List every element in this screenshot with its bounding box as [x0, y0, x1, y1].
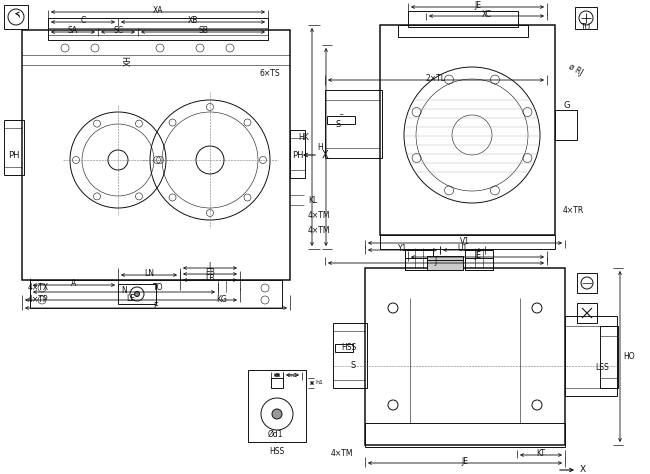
Bar	[4, 120, 24, 175]
Text: SC: SC	[113, 26, 123, 35]
Text: HSS: HSS	[269, 447, 285, 456]
Text: ─: ─	[339, 112, 343, 118]
Bar	[575, 7, 597, 29]
Text: PH: PH	[8, 151, 20, 159]
Text: 4×TM: 4×TM	[308, 210, 330, 219]
Bar	[380, 25, 555, 235]
Bar	[577, 273, 597, 293]
Text: 4×TR: 4×TR	[563, 206, 584, 215]
Text: m1: m1	[287, 373, 298, 378]
Text: XA: XA	[153, 6, 163, 15]
Text: HSS: HSS	[341, 344, 357, 353]
Text: U1: U1	[458, 244, 467, 253]
Text: XC: XC	[482, 10, 491, 19]
Text: SB: SB	[198, 26, 208, 35]
Text: ø RJ: ø RJ	[567, 63, 584, 78]
Bar	[118, 284, 156, 304]
Bar	[600, 326, 618, 388]
Text: KL: KL	[308, 195, 317, 204]
Bar	[555, 110, 577, 140]
Text: SA: SA	[68, 26, 78, 35]
Text: EB: EB	[205, 268, 215, 277]
Bar	[398, 25, 528, 37]
Text: XB: XB	[188, 16, 198, 25]
Text: 2×TL: 2×TL	[426, 74, 446, 83]
Bar	[327, 116, 355, 124]
Bar	[465, 250, 493, 270]
Bar	[290, 130, 305, 178]
Bar	[248, 370, 306, 442]
Bar	[365, 268, 565, 445]
Text: 4×TM: 4×TM	[330, 448, 353, 457]
Bar	[30, 280, 282, 308]
Text: JE: JE	[474, 1, 481, 10]
Text: JE: JE	[474, 251, 481, 260]
Bar	[408, 11, 518, 27]
Bar	[427, 256, 463, 270]
Text: HO: HO	[623, 352, 634, 361]
Bar	[271, 378, 283, 388]
Bar	[325, 90, 382, 158]
Text: TU: TU	[581, 22, 591, 31]
Text: PH: PH	[292, 151, 304, 159]
Circle shape	[272, 409, 282, 419]
Bar	[335, 344, 353, 352]
Text: 4×TM: 4×TM	[308, 226, 330, 235]
Bar	[380, 235, 555, 249]
Text: LN: LN	[144, 269, 154, 278]
Bar	[48, 18, 268, 40]
Text: TO: TO	[153, 283, 164, 292]
Bar	[465, 258, 493, 270]
Text: Ød1: Ød1	[267, 429, 283, 438]
Bar	[333, 323, 367, 388]
Text: H: H	[317, 143, 323, 152]
Text: N: N	[121, 286, 127, 295]
Text: E: E	[153, 302, 159, 311]
Text: KG: KG	[216, 295, 228, 304]
Text: J: J	[435, 257, 437, 266]
Text: S: S	[350, 362, 356, 371]
Text: V1: V1	[460, 237, 470, 246]
Bar	[22, 30, 290, 280]
Text: C: C	[81, 16, 86, 25]
Text: L: L	[208, 262, 212, 271]
Bar	[577, 303, 597, 323]
Bar	[365, 423, 565, 447]
Text: X: X	[580, 465, 586, 474]
Circle shape	[135, 292, 140, 297]
Bar	[405, 250, 433, 270]
Text: 4×TX: 4×TX	[28, 283, 49, 292]
Text: Y1: Y1	[398, 244, 407, 253]
Text: 4×TP: 4×TP	[28, 295, 49, 304]
Text: G: G	[563, 100, 569, 109]
Text: LB: LB	[205, 274, 214, 283]
Text: XH: XH	[124, 55, 133, 65]
Text: KT: KT	[536, 449, 545, 458]
Bar	[4, 5, 28, 29]
Bar	[565, 316, 617, 396]
Text: A: A	[72, 279, 77, 288]
Text: HK: HK	[298, 133, 309, 142]
Text: X: X	[322, 150, 329, 160]
Text: JE: JE	[462, 457, 469, 466]
Bar	[405, 258, 433, 270]
Text: h1: h1	[315, 381, 323, 385]
Text: LE: LE	[127, 294, 135, 303]
Text: 6×TS: 6×TS	[260, 69, 281, 78]
Text: b1: b1	[273, 373, 281, 378]
Text: S: S	[335, 119, 341, 128]
Text: LSS: LSS	[595, 364, 609, 373]
